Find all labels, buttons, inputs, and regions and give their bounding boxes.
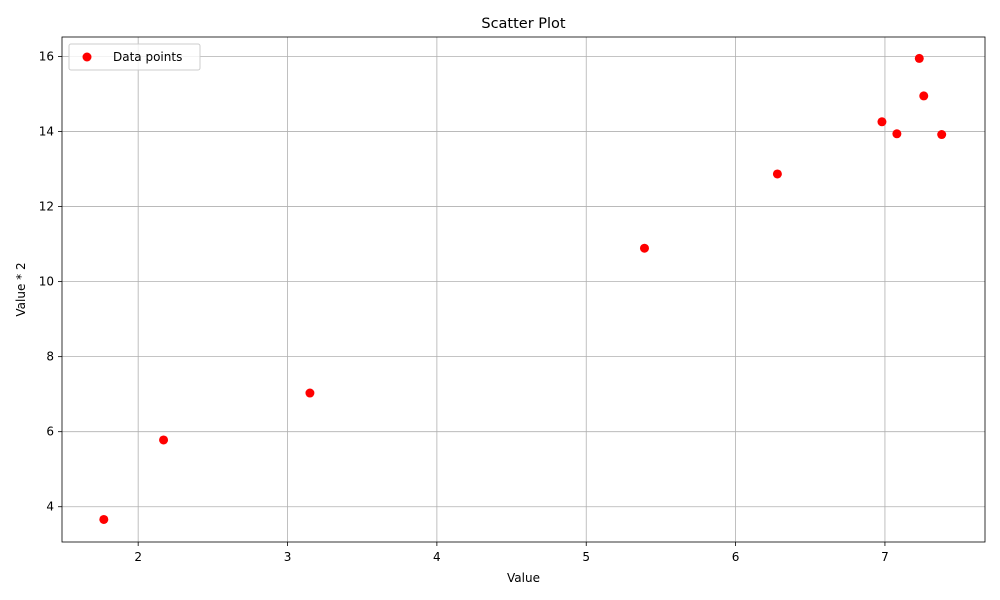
y-tick-label: 8 (46, 350, 54, 364)
data-point (914, 53, 924, 63)
y-tick-label: 12 (39, 200, 54, 214)
y-tick-label: 6 (46, 425, 54, 439)
y-tick-label: 4 (46, 500, 54, 514)
data-points (99, 53, 947, 524)
y-tick-label: 16 (39, 50, 54, 64)
x-tick-label: 7 (881, 550, 889, 564)
x-tick-label: 2 (134, 550, 142, 564)
y-tick-label: 14 (39, 125, 54, 139)
data-point (639, 243, 649, 253)
data-point (919, 91, 929, 101)
data-point (892, 129, 902, 139)
axis-ticks: 2 3 4 5 6 7 4 6 8 10 12 14 16 (39, 50, 889, 564)
legend-marker (82, 52, 92, 62)
x-tick-label: 4 (433, 550, 441, 564)
data-point (305, 388, 315, 398)
grid (62, 37, 985, 542)
x-tick-label: 5 (582, 550, 590, 564)
x-axis-title: Value (507, 571, 540, 585)
data-point (877, 117, 887, 127)
legend-frame (68, 43, 201, 71)
y-axis-title: Value * 2 (14, 262, 28, 316)
y-tick-label: 10 (39, 275, 54, 289)
legend-label: Data points (113, 50, 182, 64)
data-point (937, 130, 947, 140)
data-point (772, 169, 782, 179)
data-point (159, 435, 169, 445)
x-tick-label: 3 (284, 550, 292, 564)
data-point (99, 514, 109, 524)
chart-title: Scatter Plot (481, 16, 566, 32)
legend: Data points (68, 43, 201, 71)
x-tick-label: 6 (732, 550, 740, 564)
plot-frame (61, 36, 986, 543)
